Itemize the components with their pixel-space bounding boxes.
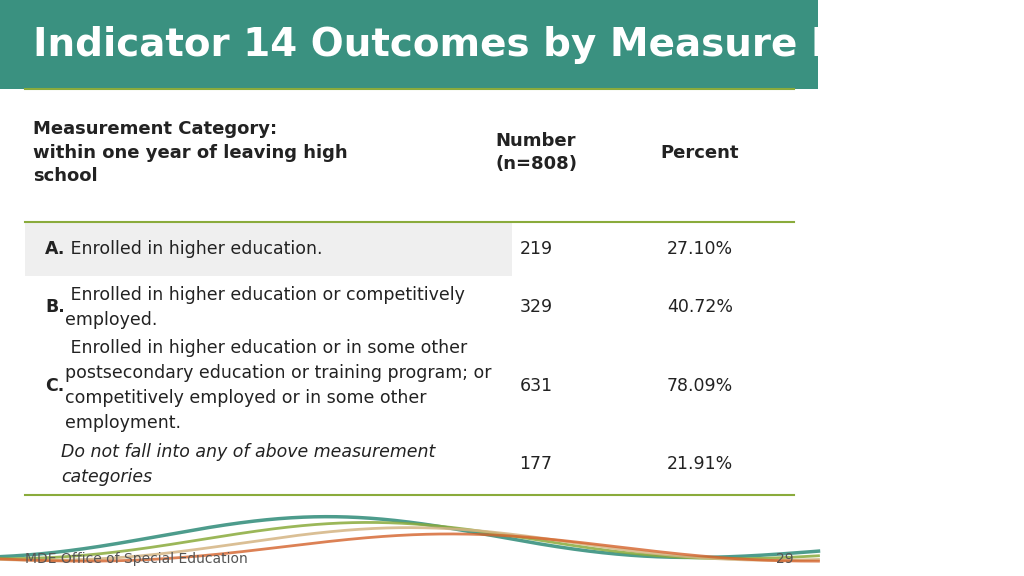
FancyBboxPatch shape (25, 222, 512, 276)
Text: Enrolled in higher education.: Enrolled in higher education. (66, 240, 323, 258)
FancyBboxPatch shape (0, 0, 818, 89)
Text: MDE Office of Special Education: MDE Office of Special Education (25, 552, 248, 566)
Text: 219: 219 (519, 240, 553, 258)
Text: 40.72%: 40.72% (667, 298, 733, 316)
Text: C.: C. (45, 377, 65, 395)
Text: Percent: Percent (660, 143, 739, 162)
Text: Measurement Category:
within one year of leaving high
school: Measurement Category: within one year of… (33, 120, 347, 185)
Text: 21.91%: 21.91% (667, 455, 733, 473)
Text: 78.09%: 78.09% (667, 377, 733, 395)
Text: A.: A. (45, 240, 66, 258)
Text: 27.10%: 27.10% (667, 240, 733, 258)
Text: Enrolled in higher education or in some other
postsecondary education or trainin: Enrolled in higher education or in some … (66, 339, 492, 432)
Text: 29: 29 (776, 552, 794, 566)
Text: 177: 177 (519, 455, 553, 473)
Text: 631: 631 (519, 377, 553, 395)
Text: B.: B. (45, 298, 65, 316)
Text: Do not fall into any of above measurement
categories: Do not fall into any of above measuremen… (61, 443, 436, 486)
Text: Indicator 14 Outcomes by Measure FFY2019: Indicator 14 Outcomes by Measure FFY2019 (33, 26, 1000, 63)
Text: 329: 329 (519, 298, 553, 316)
Text: Number
(n=808): Number (n=808) (496, 132, 578, 173)
Text: Enrolled in higher education or competitively
employed.: Enrolled in higher education or competit… (66, 286, 465, 329)
